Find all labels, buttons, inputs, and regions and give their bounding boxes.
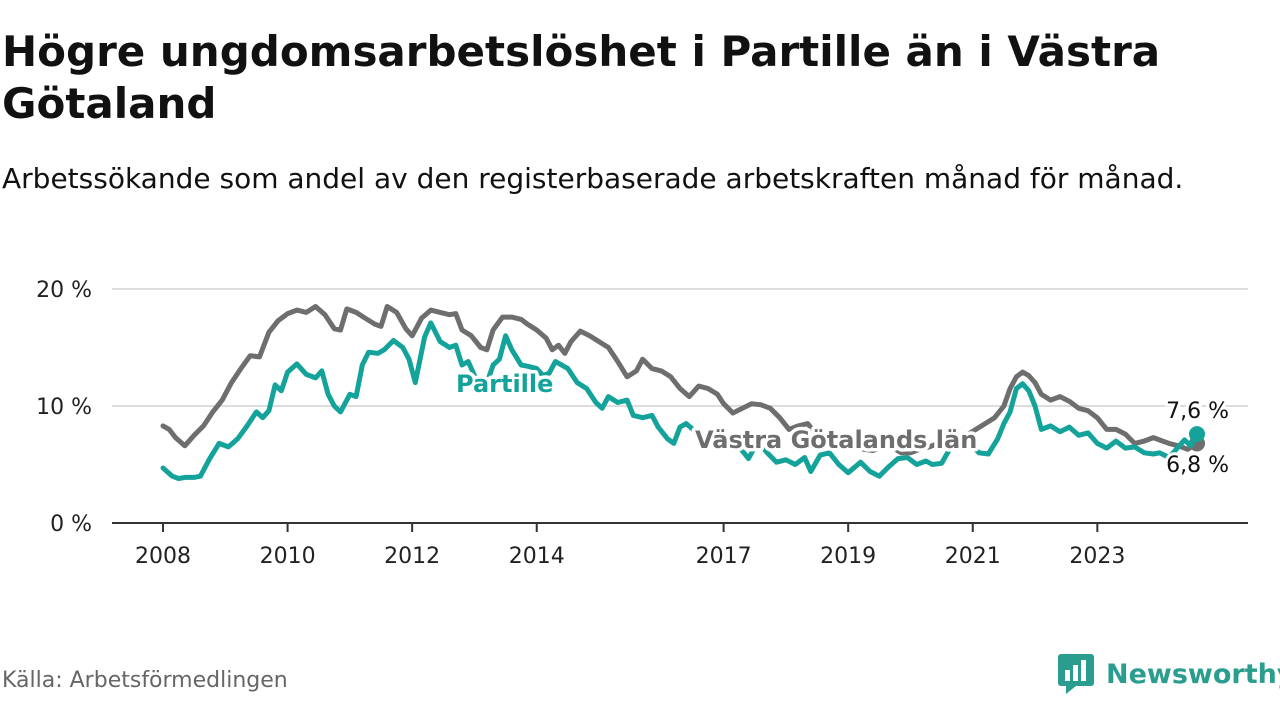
- x-axis-ticks: 2008 2010 2012 2014 2017 2019 2021 2023: [135, 523, 1125, 569]
- x-tick-label: 2023: [1069, 544, 1125, 569]
- x-tick-label: 2008: [135, 544, 191, 569]
- line-chart: 0 % 10 % 20 % 2008 2010 2012 2014 2017 2019 2021…: [36, 278, 1248, 569]
- brand-name: Newsworthy: [1106, 658, 1280, 690]
- series-labels: Partille Västra Götalands län 7,6 % 6,8 %: [453, 367, 1233, 482]
- y-tick-label: 10 %: [36, 395, 92, 420]
- x-tick-label: 2019: [820, 544, 876, 569]
- newsworthy-logo-icon: [1058, 654, 1094, 694]
- partille-series-label: Partille: [456, 370, 553, 398]
- chart-subtitle: Arbetssökande som andel av den registerb…: [2, 162, 1184, 195]
- vastra-gotalands-lan-series-line: [160, 304, 1200, 456]
- x-tick-label: 2021: [945, 544, 1001, 569]
- y-tick-label: 20 %: [36, 278, 92, 303]
- y-axis-ticks: 0 % 10 % 20 %: [36, 278, 92, 537]
- x-tick-label: 2012: [384, 544, 440, 569]
- chart-title: Högre ungdomsarbetslöshet i Partille än …: [2, 27, 1161, 128]
- vastra-gotalands-lan-series-label: Västra Götalands län: [695, 426, 977, 454]
- x-tick-label: 2014: [509, 544, 565, 569]
- x-tick-label: 2017: [696, 544, 752, 569]
- partille-end-point: [1189, 426, 1205, 443]
- partille-end-value-label: 7,6 %: [1166, 399, 1229, 424]
- y-tick-label: 0 %: [50, 512, 92, 537]
- partille-series-line: [160, 320, 1200, 481]
- source-note: Källa: Arbetsförmedlingen: [2, 668, 288, 693]
- series-lines: [160, 304, 1205, 481]
- brand-logo: Newsworthy: [1058, 652, 1280, 696]
- x-tick-label: 2010: [260, 544, 316, 569]
- gridlines: [112, 288, 1248, 407]
- vastra-gotalands-lan-end-value-label: 6,8 %: [1166, 453, 1229, 478]
